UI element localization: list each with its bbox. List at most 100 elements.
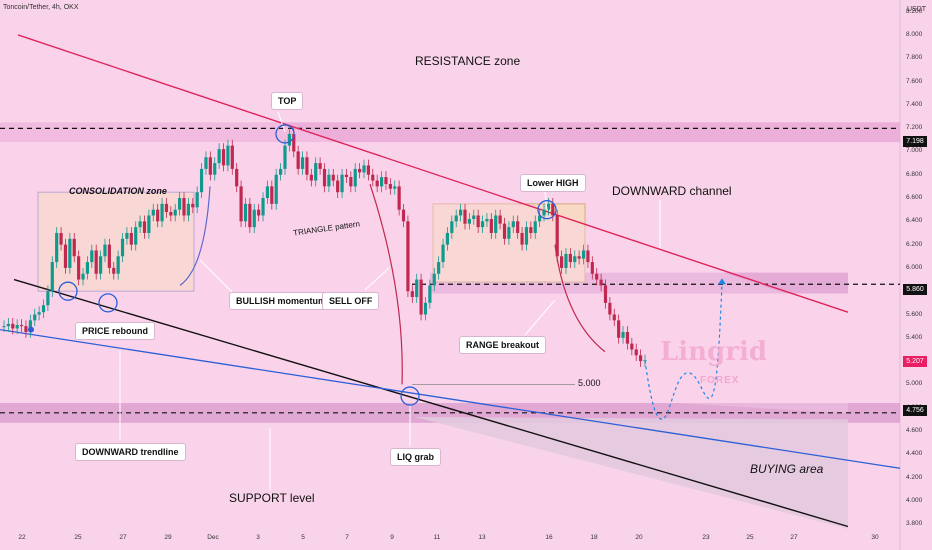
highlight-circle xyxy=(98,293,118,313)
candle-body xyxy=(11,323,15,329)
downward-trendline-label: DOWNWARD trendline xyxy=(75,443,186,461)
candle-body xyxy=(639,355,643,362)
candle-body xyxy=(103,244,107,257)
x-tick-label: 25 xyxy=(74,534,82,541)
trendline-dot xyxy=(28,326,34,333)
label-pointer xyxy=(524,299,556,336)
candle-body xyxy=(520,232,524,245)
y-tick-label: 4.600 xyxy=(906,426,923,434)
y-tick-label: 8.000 xyxy=(906,30,923,38)
candle-body xyxy=(489,218,493,233)
y-tick-label: 7.600 xyxy=(906,77,923,85)
candle-body xyxy=(388,184,392,189)
y-tick-label: 7.000 xyxy=(906,147,923,155)
candle-body xyxy=(327,174,331,187)
y-tick-label: 4.400 xyxy=(906,450,923,458)
x-tick-label: 9 xyxy=(390,534,394,541)
x-tick-label: 20 xyxy=(635,534,643,541)
candle-body xyxy=(278,168,283,175)
y-tick-label: 6.000 xyxy=(906,263,923,271)
candle-body xyxy=(94,250,98,274)
candle-body xyxy=(72,238,76,257)
price-tag-range-high: 5.860 xyxy=(903,284,927,295)
currency-label: USDT xyxy=(907,6,927,13)
candle-body xyxy=(428,285,432,303)
candle-body xyxy=(437,262,441,274)
candle-body xyxy=(221,149,226,166)
candle-body xyxy=(283,145,287,169)
candle-body xyxy=(511,221,515,228)
candle-body xyxy=(243,203,248,222)
highlight-circle xyxy=(537,200,557,220)
candle-body xyxy=(173,209,177,216)
candle-body xyxy=(432,273,436,286)
candle-body xyxy=(322,168,327,187)
candle-body xyxy=(90,250,94,263)
candle-body xyxy=(384,177,388,185)
candle-body xyxy=(270,186,274,204)
x-tick-label: Dec xyxy=(207,534,219,541)
candle-body xyxy=(375,180,379,187)
candle-body xyxy=(621,331,625,338)
price-tag-last: 5.207 xyxy=(903,356,927,367)
candle-body xyxy=(112,267,116,274)
x-tick-label: 30 xyxy=(871,534,879,541)
y-axis-background xyxy=(900,0,932,550)
y-tick-label: 8.200 xyxy=(906,7,923,15)
candle-body xyxy=(586,250,590,263)
level-5000-label: 5.000 xyxy=(578,378,601,388)
bullish-arrow xyxy=(179,186,211,286)
candle-body xyxy=(142,221,147,233)
highlight-circle xyxy=(275,124,295,144)
x-tick-label: 13 xyxy=(478,534,486,541)
candle-body xyxy=(169,212,173,216)
candle-body xyxy=(318,163,322,169)
x-axis-background xyxy=(0,530,900,550)
channel-lower-line xyxy=(13,278,849,528)
candle-body xyxy=(309,174,313,181)
candle-body xyxy=(257,209,261,216)
breakout-arrow xyxy=(554,244,606,353)
candle-body xyxy=(204,157,208,169)
resistance-zone-band xyxy=(0,122,900,143)
x-tick-label: 11 xyxy=(433,534,441,541)
candle-body xyxy=(85,262,90,274)
candle-body xyxy=(2,326,6,328)
candle-body xyxy=(423,302,428,315)
candle-body xyxy=(199,168,204,193)
y-tick-label: 6.400 xyxy=(906,217,923,225)
candle-body xyxy=(217,149,221,164)
candle-body xyxy=(507,227,511,239)
x-tick-label: 25 xyxy=(746,534,754,541)
y-tick-label: 4.200 xyxy=(906,473,923,481)
candle-body xyxy=(116,256,120,274)
candle-body xyxy=(147,215,151,233)
candle-body xyxy=(581,250,586,259)
candle-body xyxy=(419,279,423,315)
y-tick-label: 5.600 xyxy=(906,310,923,318)
x-tick-label: 16 xyxy=(545,534,553,541)
liq-grab-label: LIQ grab xyxy=(390,448,442,466)
candle-body xyxy=(248,203,252,228)
candle-body xyxy=(213,163,217,175)
candle-body xyxy=(33,314,37,321)
candle-body xyxy=(371,174,375,181)
candle-body xyxy=(15,324,19,329)
label-pointer xyxy=(277,111,286,133)
projection-path xyxy=(644,284,723,420)
candle-body xyxy=(239,186,243,222)
candle-body xyxy=(590,262,594,274)
candle-body xyxy=(208,157,212,175)
symbol-title: Toncoin/Tether, 4h, OKX xyxy=(3,4,79,11)
candle-body xyxy=(261,198,265,216)
candle-body xyxy=(454,215,458,222)
x-tick-label: 7 xyxy=(345,534,349,541)
candle-body xyxy=(265,186,270,199)
candle-body xyxy=(37,312,41,315)
y-tick-label: 7.800 xyxy=(906,54,923,62)
candle-body xyxy=(459,209,463,216)
candle-body xyxy=(630,343,634,350)
candle-body xyxy=(476,215,480,228)
resistance-zone-label: RESISTANCE zone xyxy=(415,54,521,68)
